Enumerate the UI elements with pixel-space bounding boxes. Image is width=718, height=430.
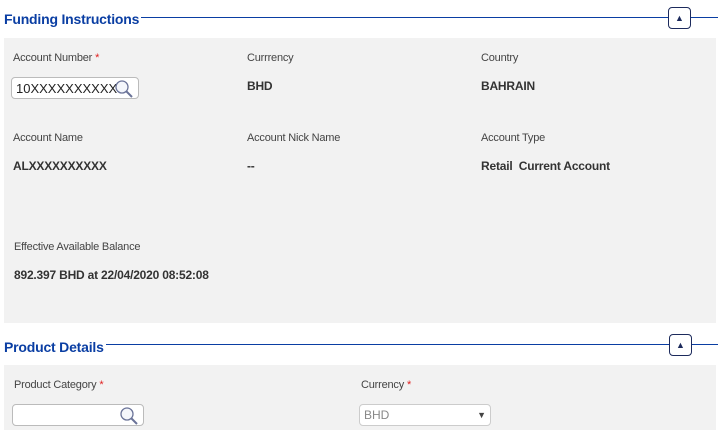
product-currency-value: BHD — [364, 408, 390, 422]
account-number-label: Account Number * — [13, 52, 100, 64]
product-details-title: Product Details — [4, 339, 106, 355]
collapse-funding-button[interactable]: ▲ — [668, 7, 691, 29]
currency-value: BHD — [247, 79, 273, 93]
search-icon[interactable] — [114, 79, 134, 98]
chevron-down-icon: ▼ — [477, 410, 486, 420]
search-icon[interactable] — [119, 406, 139, 425]
funding-instructions-title: Funding Instructions — [4, 11, 142, 27]
product-currency-label: Currency * — [361, 379, 412, 391]
balance-value: 892.397 BHD at 22/04/2020 08:52:08 — [14, 268, 209, 282]
account-number-value: 10XXXXXXXXXX — [16, 80, 118, 96]
account-number-input[interactable]: 10XXXXXXXXXX — [11, 77, 139, 99]
product-category-input[interactable] — [12, 404, 144, 426]
account-type-label: Account Type — [481, 132, 546, 144]
account-name-value: ALXXXXXXXXXX — [13, 159, 107, 173]
balance-label: Effective Available Balance — [14, 241, 141, 253]
account-nick-name-label: Account Nick Name — [247, 132, 341, 144]
triangle-up-icon: ▲ — [676, 340, 685, 350]
section-divider — [100, 344, 718, 345]
account-nick-name-value: -- — [247, 159, 255, 173]
collapse-product-button[interactable]: ▲ — [669, 334, 692, 356]
currency-label: Currrency — [247, 52, 294, 64]
triangle-up-icon: ▲ — [675, 13, 684, 23]
account-type-value: Retail Current Account — [481, 159, 610, 173]
product-currency-select[interactable]: BHD ▼ — [359, 404, 491, 426]
product-category-label: Product Category * — [14, 379, 104, 391]
account-name-label: Account Name — [13, 132, 83, 144]
country-label: Country — [481, 52, 519, 64]
country-value: BAHRAIN — [481, 79, 535, 93]
section-divider — [140, 17, 718, 18]
